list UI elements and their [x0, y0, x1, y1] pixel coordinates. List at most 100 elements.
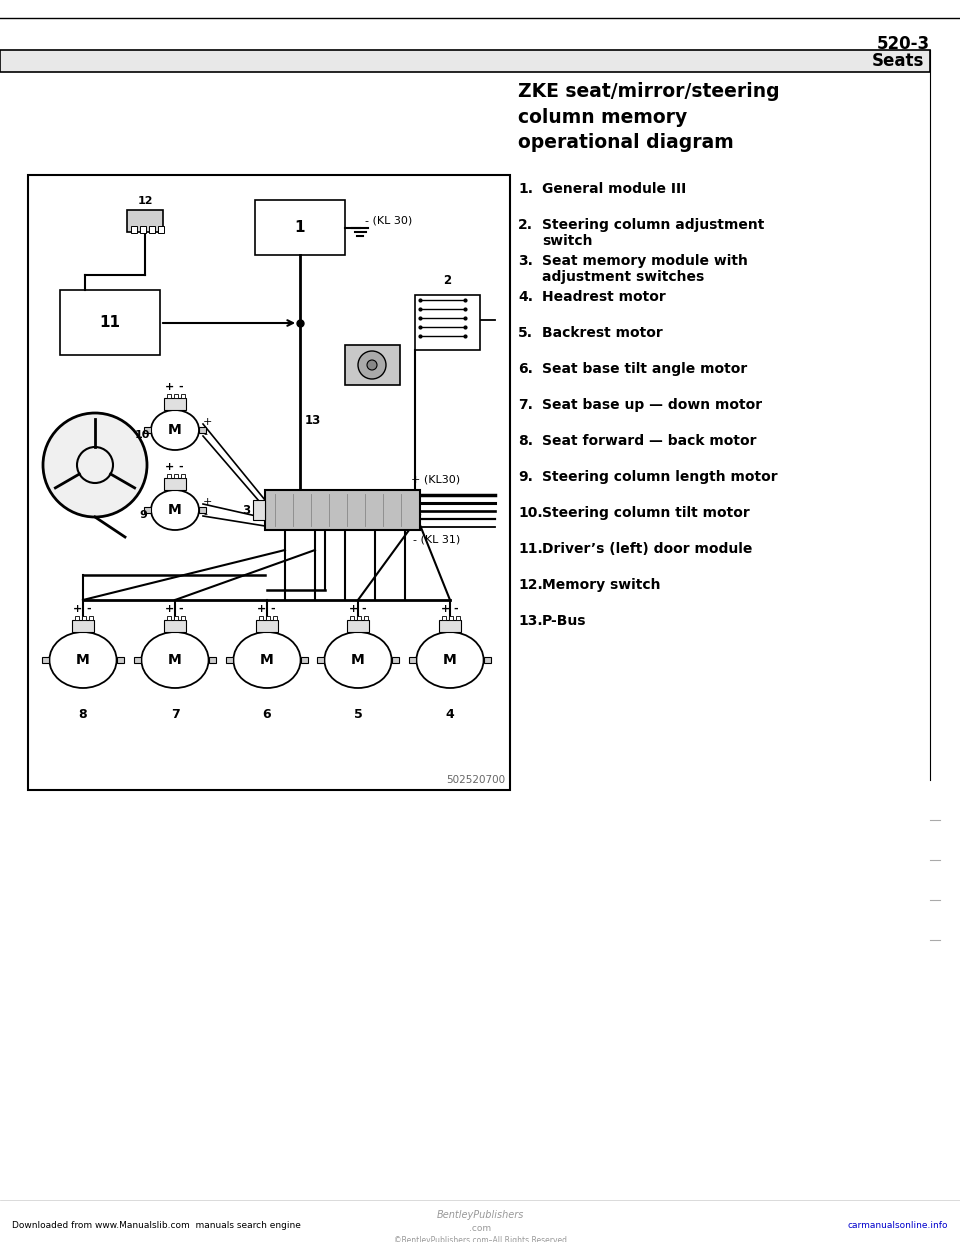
Bar	[318, 657, 324, 663]
Bar	[199, 507, 206, 513]
Ellipse shape	[151, 410, 199, 450]
Bar	[347, 620, 369, 632]
Bar	[164, 478, 186, 491]
Text: ZKE seat/mirror/steering
column memory
operational diagram: ZKE seat/mirror/steering column memory o…	[518, 82, 780, 153]
Bar	[28, 175, 510, 790]
Ellipse shape	[151, 491, 199, 530]
Text: -: -	[203, 509, 207, 519]
Bar	[484, 657, 491, 663]
Text: M: M	[76, 653, 90, 667]
Bar	[273, 616, 277, 620]
Bar	[164, 620, 186, 632]
Bar	[60, 289, 160, 355]
Text: +: +	[257, 604, 267, 614]
Ellipse shape	[49, 632, 116, 688]
Text: 10.: 10.	[518, 505, 542, 520]
Text: 11: 11	[100, 315, 121, 330]
Bar	[181, 616, 185, 620]
Bar	[149, 226, 155, 233]
Text: Memory switch: Memory switch	[542, 578, 660, 592]
Text: -: -	[203, 428, 207, 438]
Text: 8.: 8.	[518, 433, 533, 448]
Text: 11.: 11.	[518, 542, 542, 556]
Bar	[144, 507, 151, 513]
Text: General module III: General module III	[542, 183, 686, 196]
Text: +: +	[165, 383, 175, 392]
Bar	[174, 474, 178, 478]
Bar	[456, 616, 460, 620]
Text: 13: 13	[305, 414, 322, 426]
Text: M: M	[260, 653, 274, 667]
Text: -: -	[179, 462, 183, 472]
Bar	[227, 657, 233, 663]
Ellipse shape	[141, 632, 208, 688]
Circle shape	[358, 351, 386, 379]
Bar	[266, 616, 270, 620]
Bar	[345, 345, 400, 385]
Text: 5.: 5.	[518, 325, 533, 340]
Bar	[350, 616, 354, 620]
Bar	[131, 226, 137, 233]
Text: +: +	[165, 462, 175, 472]
Text: - (KL 30): - (KL 30)	[365, 216, 412, 226]
Bar	[208, 657, 216, 663]
Text: 1: 1	[295, 220, 305, 235]
Text: -: -	[179, 383, 183, 392]
Ellipse shape	[324, 632, 392, 688]
Bar	[158, 226, 164, 233]
Bar	[144, 427, 151, 433]
Text: 10: 10	[134, 430, 150, 440]
Text: ©BentleyPublishers.com–All Rights Reserved: ©BentleyPublishers.com–All Rights Reserv…	[394, 1236, 566, 1242]
Text: +: +	[203, 417, 212, 427]
Text: Seat base up — down motor: Seat base up — down motor	[542, 397, 762, 412]
Circle shape	[367, 360, 377, 370]
Text: adjustment switches: adjustment switches	[542, 270, 705, 284]
Circle shape	[43, 414, 147, 517]
Text: 13.: 13.	[518, 614, 542, 628]
Bar	[199, 427, 206, 433]
Text: Steering column length motor: Steering column length motor	[542, 469, 778, 484]
Text: Driver’s (left) door module: Driver’s (left) door module	[542, 542, 753, 556]
Text: Headrest motor: Headrest motor	[542, 289, 665, 304]
Text: 7.: 7.	[518, 397, 533, 412]
Text: M: M	[351, 653, 365, 667]
Text: 6: 6	[263, 708, 272, 722]
Bar	[181, 394, 185, 397]
Text: 12.: 12.	[518, 578, 542, 592]
Bar	[75, 616, 79, 620]
Bar	[167, 474, 171, 478]
Text: -: -	[362, 604, 367, 614]
Bar	[140, 226, 146, 233]
Text: 12: 12	[137, 196, 153, 206]
Bar	[164, 397, 186, 410]
Text: 2: 2	[444, 274, 451, 287]
Text: .com: .com	[468, 1225, 492, 1233]
Text: Seat base tilt angle motor: Seat base tilt angle motor	[542, 361, 747, 376]
Bar	[174, 394, 178, 397]
Circle shape	[77, 447, 113, 483]
Text: 2.: 2.	[518, 219, 533, 232]
Text: 3: 3	[242, 503, 250, 517]
Ellipse shape	[233, 632, 300, 688]
Bar	[364, 616, 368, 620]
Text: -: -	[179, 604, 183, 614]
Text: 520-3: 520-3	[876, 35, 930, 53]
Text: BentleyPublishers: BentleyPublishers	[436, 1210, 524, 1220]
Text: Backrest motor: Backrest motor	[542, 325, 662, 340]
Bar	[449, 616, 453, 620]
Text: M: M	[168, 503, 181, 517]
Ellipse shape	[417, 632, 484, 688]
Text: + (KL30): + (KL30)	[411, 474, 460, 484]
Text: 502520700: 502520700	[445, 775, 505, 785]
Bar	[127, 210, 163, 232]
Text: M: M	[444, 653, 457, 667]
Text: -: -	[86, 604, 91, 614]
Bar	[255, 200, 345, 255]
Text: 1.: 1.	[518, 183, 533, 196]
Bar	[174, 616, 178, 620]
Bar	[439, 620, 461, 632]
Text: 4.: 4.	[518, 289, 533, 304]
Text: -: -	[454, 604, 458, 614]
Text: carmanualsonline.info: carmanualsonline.info	[848, 1221, 948, 1230]
Bar	[89, 616, 93, 620]
